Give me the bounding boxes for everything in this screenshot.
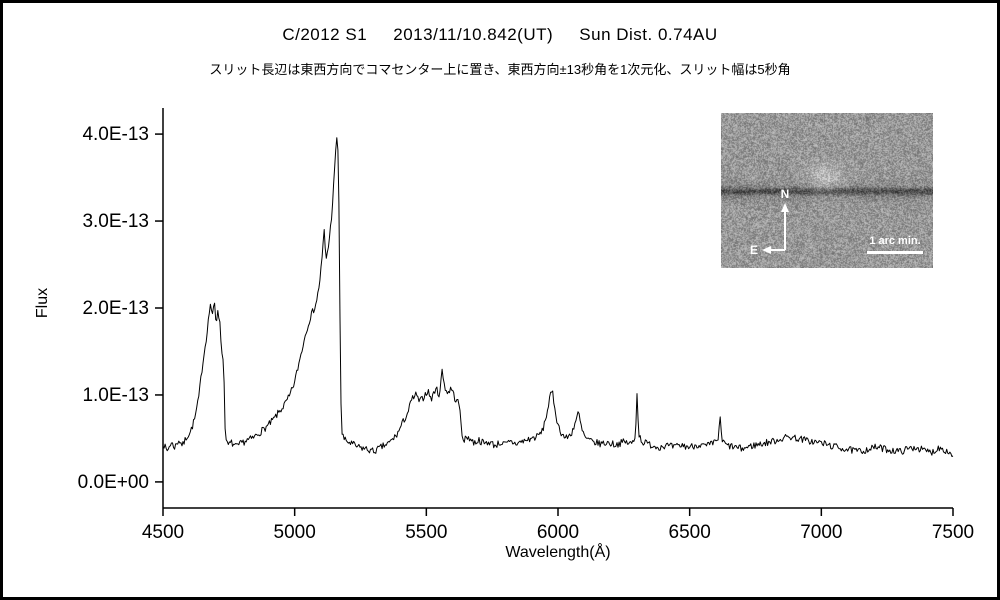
x-tick-label: 7500: [932, 522, 974, 543]
y-axis-label: Flux: [34, 287, 51, 319]
x-axis-label: Wavelength(Å): [505, 544, 611, 561]
compass-east-label: E: [750, 243, 758, 257]
compass-east-arrowhead: [762, 246, 771, 254]
chart-subtitle: スリット長辺は東西方向でコマセンター上に置き、東西方向±13秒角を1次元化、スリ…: [209, 62, 791, 77]
compass-north-arrowhead: [781, 203, 789, 212]
y-tick-label: 0.0E+00: [78, 472, 149, 493]
y-tick-label: 2.0E-13: [82, 298, 149, 319]
comet-image-inset: N E 1 arc min.: [721, 113, 933, 268]
x-tick-label: 7000: [800, 522, 842, 543]
scale-bar-label: 1 arc min.: [869, 235, 921, 247]
x-tick-label: 5500: [405, 522, 447, 543]
scale-bar: 1 arc min.: [867, 235, 923, 254]
scale-bar-line: [867, 251, 923, 254]
y-tick-label: 4.0E-13: [82, 124, 149, 145]
comet-image: [721, 113, 933, 268]
compass-icon: N E: [750, 187, 790, 257]
x-tick-label: 4500: [142, 522, 184, 543]
spectrum-chart: 4500 5000 5500 6000 6500 7000 7500 0.0E+00 1.0E-…: [78, 108, 974, 543]
spectrum-line: [162, 137, 954, 457]
y-tick-label: 3.0E-13: [82, 211, 149, 232]
chart-title: C/2012 S1 2013/11/10.842(UT) Sun Dist. 0…: [282, 25, 718, 44]
y-tick-label: 1.0E-13: [82, 385, 149, 406]
compass-north-label: N: [781, 187, 790, 201]
x-tick-label: 6500: [669, 522, 711, 543]
x-tick-label: 5000: [274, 522, 316, 543]
x-tick-label: 6000: [537, 522, 579, 543]
